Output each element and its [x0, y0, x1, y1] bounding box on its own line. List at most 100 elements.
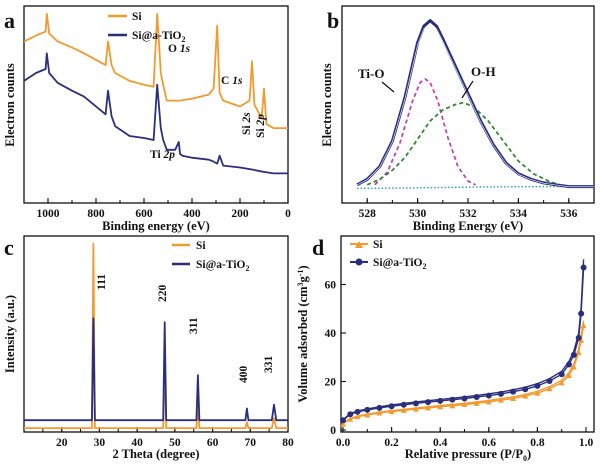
legend-label-sitio2: Si@a-TiO2: [132, 30, 185, 44]
series-sitio2-line: [23, 52, 288, 175]
panel-b-xtick-label: 530: [409, 208, 427, 220]
isotherm-si-point: [449, 402, 456, 409]
isotherm-si-point: [473, 400, 480, 406]
isotherm-sitio2-point: [376, 404, 383, 411]
panel-c-xtick-label: 50: [169, 437, 181, 449]
isotherm-sitio2-point: [558, 371, 565, 378]
isotherm-si-point: [570, 363, 577, 370]
isotherm-sitio2-point: [340, 417, 346, 424]
panel-b-xtick-label: 532: [459, 208, 477, 220]
panel-d-ytick-label: 0: [330, 425, 336, 437]
isotherm-sitio2-point: [364, 406, 371, 413]
isotherm-si-point: [347, 416, 354, 422]
annotation-400: 400: [238, 366, 250, 384]
panel-a-xtick-label: 0: [285, 208, 291, 220]
legend-label-si-d: Si: [373, 239, 383, 251]
panel-d-frame: [340, 235, 595, 433]
isotherm-sitio2-point: [575, 334, 582, 341]
panel-d-ytick-label: 20: [325, 377, 337, 389]
panel-c-xtick-label: 60: [207, 437, 219, 449]
isotherm-si-point: [575, 349, 582, 355]
panel-d-xtick-label: 1.0: [579, 437, 594, 449]
legend-marker-sitio2-d: [355, 258, 363, 266]
isotherm-si-point: [340, 420, 346, 427]
annotation-220: 220: [157, 285, 169, 303]
isotherm-sitio2-point: [425, 399, 432, 406]
isotherm-si-point: [354, 413, 361, 420]
panel-d-label: d: [312, 235, 324, 260]
series-si-line: [23, 12, 288, 130]
isotherm-sitio2-point: [449, 396, 456, 403]
panel-d-xtick-label: 0.0: [336, 437, 351, 449]
panel-a-xtick-label: 600: [135, 208, 153, 220]
isotherm-sitio2-point: [510, 388, 517, 395]
isotherm-si-point: [565, 372, 572, 378]
panel-a: a 1000 800 600 400 200 0 Binding energy (eV) …: [3, 5, 291, 233]
panel-b-label: b: [327, 8, 339, 33]
fit-envelope-line: [356, 22, 594, 188]
isotherm-si-point: [376, 410, 383, 416]
annotation-ti-o: Ti-O: [358, 66, 385, 81]
panel-d: d 0.0 0.2 0.4 0.6 0.8 1.0 0 20 40 60 Relative pre…: [296, 235, 595, 463]
panel-a-frame: [23, 5, 289, 204]
panel-c-ylabel: Intensity (a.u.): [3, 295, 17, 373]
isotherm-si-point: [485, 398, 492, 405]
isotherm-si-point: [400, 407, 407, 413]
xrd-sitio2-line: [24, 317, 288, 422]
panel-c-xtick-label: 30: [94, 437, 106, 449]
isotherm-sitio2-point: [534, 382, 541, 389]
panel-a-xtick-label: 800: [87, 208, 105, 220]
isotherm-si-point: [461, 401, 468, 408]
isotherm-si-point: [546, 385, 553, 392]
panel-a-ylabel: Electron counts: [3, 63, 17, 147]
panel-c-xtick-label: 20: [56, 437, 68, 449]
annotation-si2p: Si 2p: [255, 114, 267, 138]
isotherm-sitio2-point: [485, 392, 492, 399]
isotherm-sitio2-point: [412, 400, 419, 407]
isotherm-si-point: [580, 322, 587, 329]
panel-a-xtick-label: 1000: [37, 208, 60, 220]
isotherm-sitio2-point: [400, 401, 407, 408]
o-h-component-line: [366, 101, 560, 186]
isotherm-si-point: [388, 408, 395, 415]
legend-label-si-c: Si: [196, 240, 206, 252]
panel-a-xtick-label: 200: [231, 208, 249, 220]
legend-label-sitio2-d: Si@a-TiO2: [373, 257, 426, 271]
panel-d-ytick-label: 40: [325, 328, 337, 340]
isotherm-si-point: [425, 404, 432, 411]
panel-d-xtick-label: 0.2: [384, 437, 399, 449]
panel-d-xtick-label: 0.6: [482, 437, 497, 449]
isotherm-si-point: [522, 393, 529, 399]
isotherm-si-point: [510, 395, 517, 401]
annotation-111: 111: [96, 274, 108, 290]
isotherm-si-point: [558, 379, 565, 386]
isotherm-sitio2-point: [565, 361, 572, 368]
legend-marker-si-d: [355, 241, 363, 248]
panel-a-label: a: [4, 8, 15, 33]
panel-c: c 20 30 40 50 60 70 80 2 Theta (degree) Intens…: [3, 235, 294, 461]
isotherm-sitio2-point: [522, 386, 529, 393]
isotherm-si-point: [497, 397, 504, 403]
panel-a-xlabel: Binding energy (eV): [102, 219, 210, 233]
legend-label-si: Si: [132, 11, 142, 23]
panel-b: b 528 530 532 534 536 Binding Energy (eV) El…: [320, 5, 595, 233]
annotation-311: 311: [188, 317, 200, 334]
background-line: [357, 185, 594, 190]
panel-b-xtick-label: 528: [359, 208, 377, 220]
panel-d-xtick-label: 0.8: [530, 437, 545, 449]
isotherm-sitio2-point: [354, 408, 361, 415]
isotherm-si-point: [534, 390, 541, 396]
annotation-o1s: O 1s: [168, 43, 191, 55]
panel-b-xlabel: Binding Energy (eV): [413, 219, 523, 233]
isotherm-si-point: [412, 406, 419, 412]
annotation-si2s: Si 2s: [241, 112, 253, 135]
panel-c-xtick-label: 70: [245, 437, 257, 449]
isotherm-sitio2-point: [580, 264, 587, 271]
annotation-331: 331: [263, 356, 275, 374]
isotherm-si-point: [364, 411, 371, 418]
annotation-ti-o-pointer: [381, 81, 395, 93]
panel-c-xtick-label: 80: [282, 437, 294, 449]
isotherm-sitio2-point: [578, 310, 585, 317]
isotherm-sitio2-point: [546, 378, 553, 385]
